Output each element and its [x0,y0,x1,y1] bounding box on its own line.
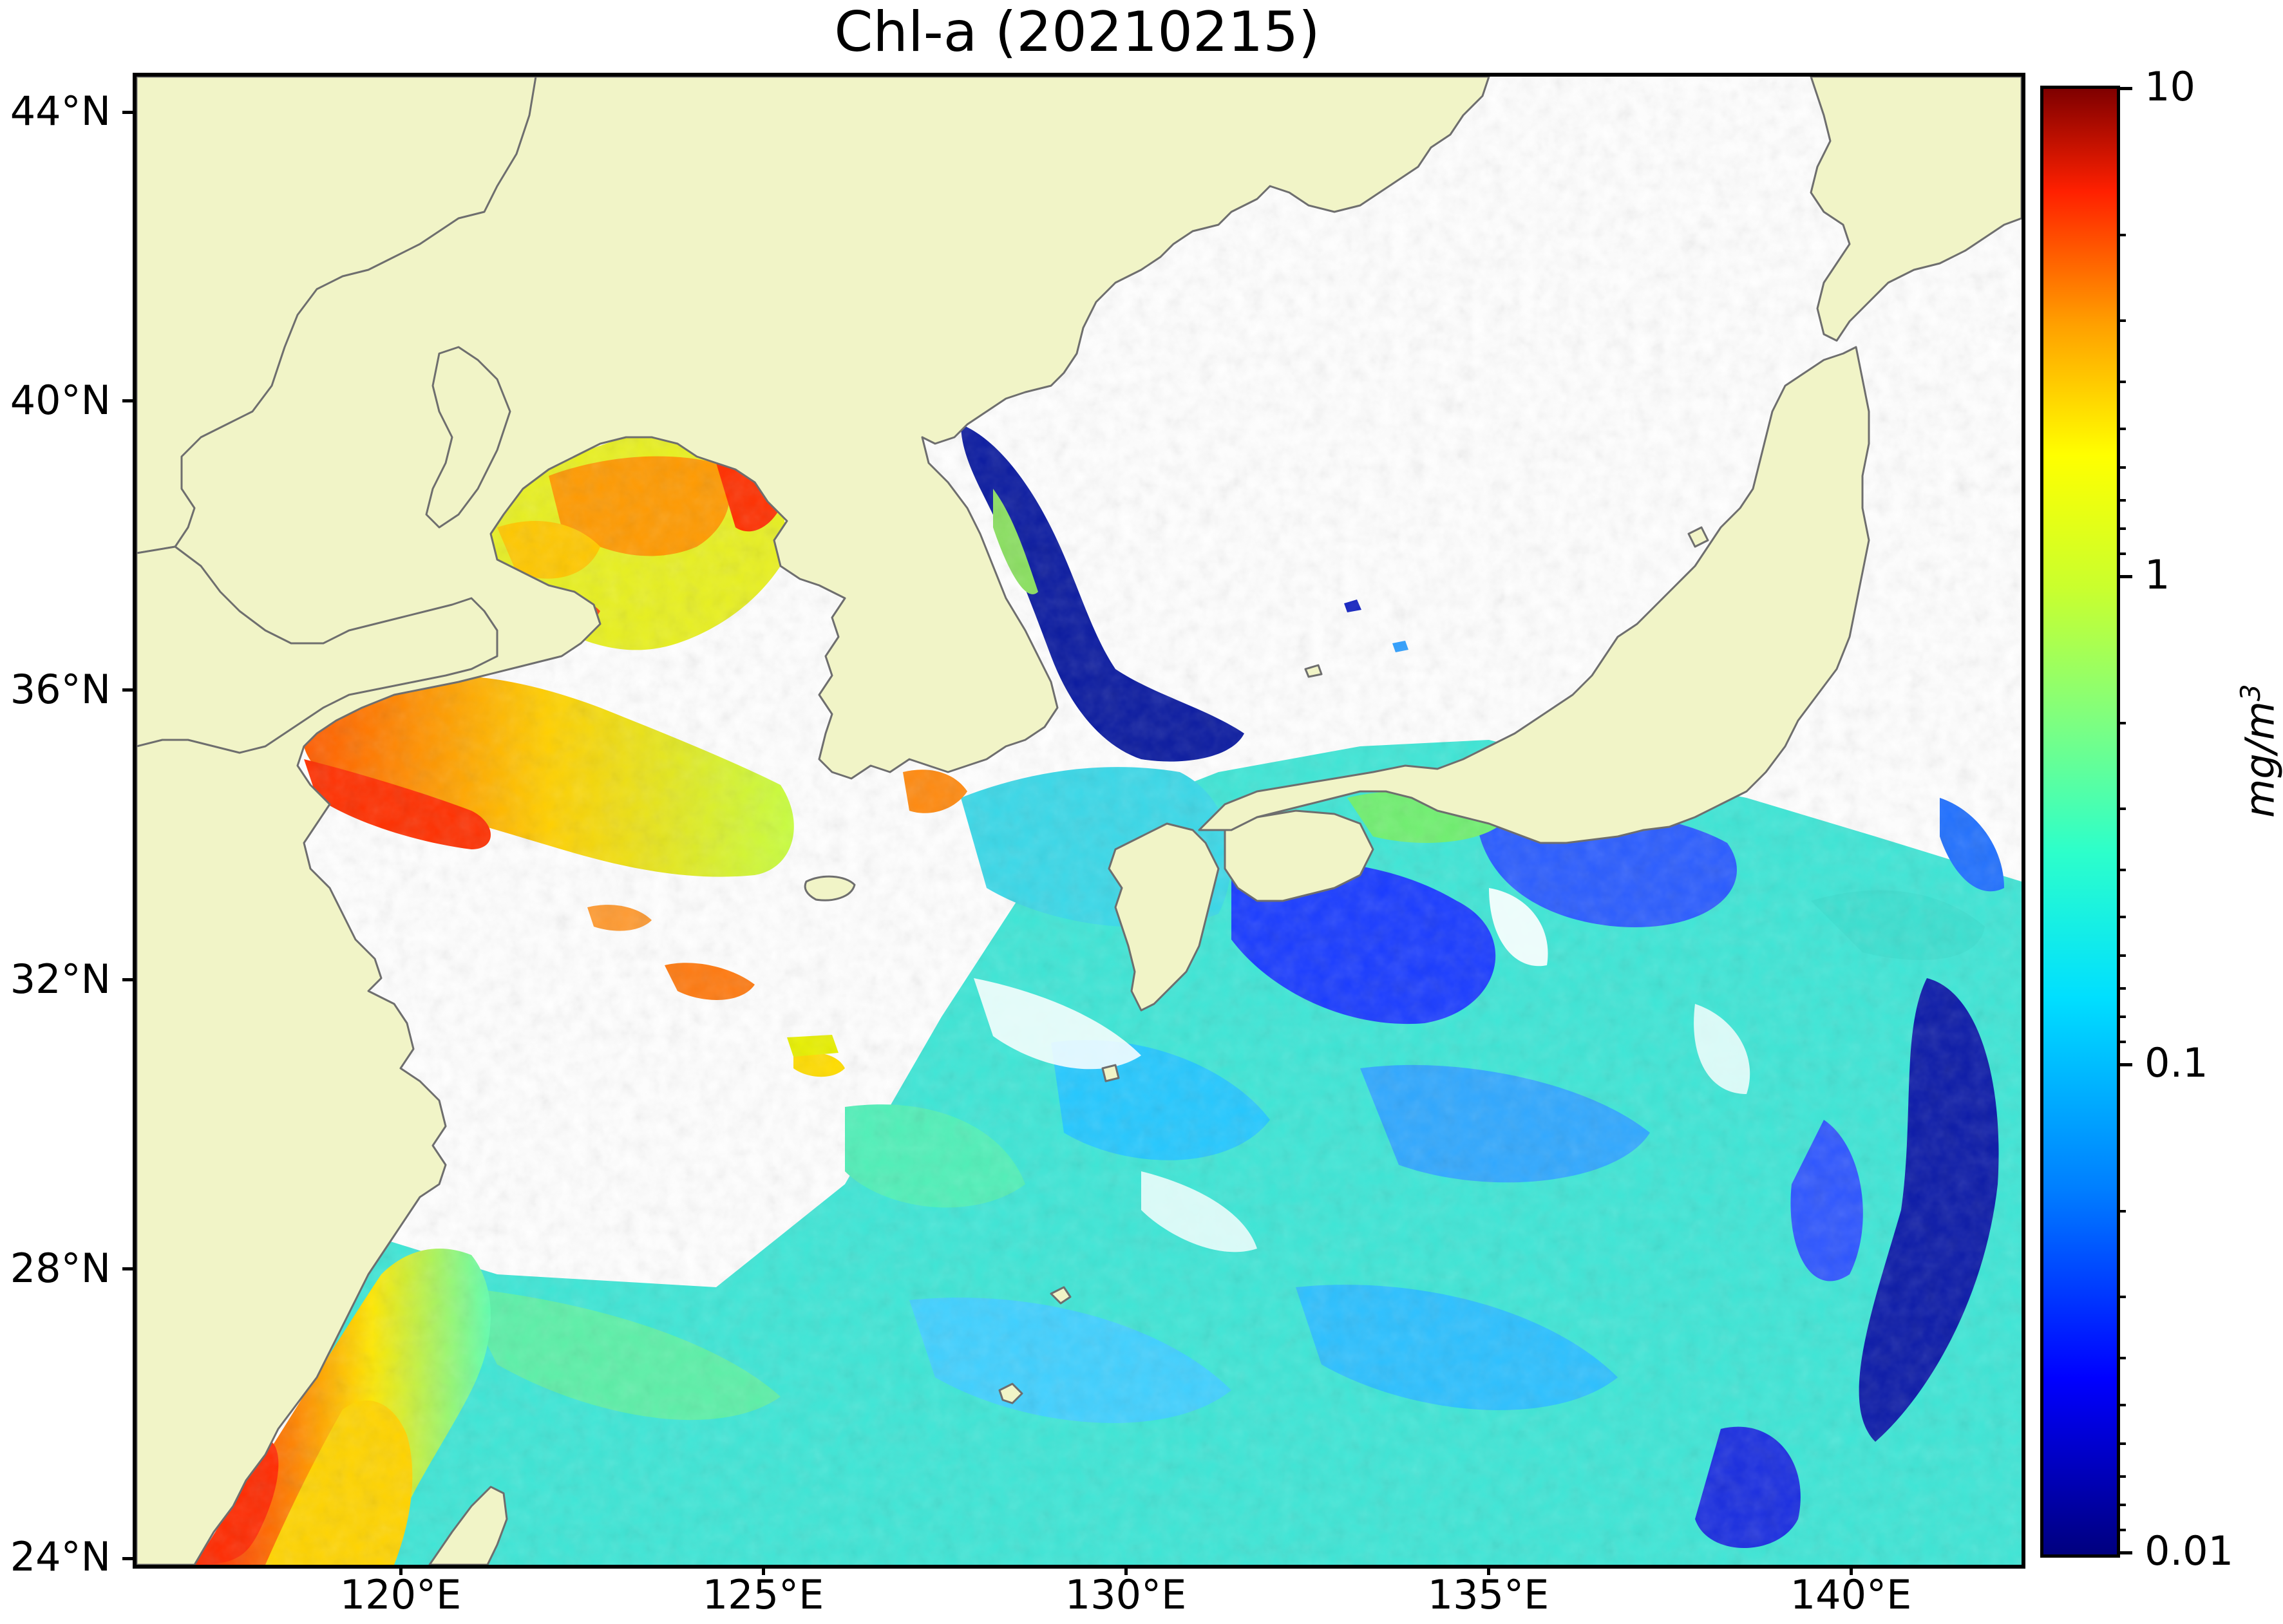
map-canvas [137,77,2022,1565]
lat-tick [122,1557,133,1560]
lat-label-44n: 44°N [10,88,111,135]
land-honshu [1198,346,1870,844]
lon-label-135e: 135°E [1427,1571,1549,1618]
colorbar-unit: mg/m3 [2235,684,2283,818]
cloud-gap [974,978,1141,1070]
colorbar-minor-tick [2117,1041,2126,1043]
lat-tick [122,688,133,692]
land-yakushima [1101,1064,1120,1082]
cloud-gap [1489,888,1548,967]
land-okinawa [998,1383,1023,1404]
colorbar-minor-tick [2117,1529,2126,1531]
lon-tick [1487,1565,1490,1575]
lon-tick [1124,1565,1128,1575]
lat-label-32n: 32°N [10,956,111,1003]
colorbar-label-1: 1 [2145,551,2170,598]
lat-tick [122,399,133,402]
lat-tick [122,111,133,114]
colorbar-minor-tick [2117,1296,2126,1298]
colorbar-minor-tick [2117,807,2126,810]
colorbar-unit-exponent: 3 [2235,684,2266,701]
lon-tick [762,1565,765,1575]
colorbar [2040,86,2120,1558]
colorbar-minor-tick [2117,987,2126,990]
lat-tick [122,1267,133,1270]
colorbar-minor-tick [2117,428,2126,430]
colorbar-tick [2117,575,2132,578]
land [137,77,2022,1565]
cloud-gap [1141,1171,1257,1252]
land-hokkaido [1810,77,2022,342]
lat-label-36n: 36°N [10,666,111,713]
colorbar-minor-tick [2117,466,2126,469]
colorbar-minor-tick [2117,552,2126,555]
lon-tick [399,1565,403,1575]
colorbar-minor-tick [2117,319,2126,322]
colorbar-minor-tick [2117,381,2126,383]
colorbar-minor-tick [2117,722,2126,724]
colorbar-label-0-1: 0.1 [2145,1039,2208,1086]
colorbar-minor-tick [2117,1357,2126,1359]
colorbar-minor-tick [2117,1015,2126,1018]
lat-tick [122,978,133,981]
colorbar-minor-tick [2117,1404,2126,1406]
lat-label-28n: 28°N [10,1245,111,1292]
colorbar-minor-tick [2117,1504,2126,1506]
lon-label-125e: 125°E [702,1571,824,1618]
land-taiwan [428,1486,508,1565]
colorbar-tick [2117,1551,2132,1554]
colorbar-minor-tick [2117,1210,2126,1213]
colorbar-minor-tick [2117,527,2126,530]
land-shandong [137,545,498,754]
lat-label-24n: 24°N [10,1533,111,1580]
colorbar-label-10: 10 [2145,63,2195,110]
colorbar-minor-tick [2117,869,2126,871]
colorbar-tick [2117,1063,2132,1066]
cloud-gap [1694,1004,1750,1094]
land-amami [1050,1286,1072,1305]
lon-tick [1850,1565,1853,1575]
land-bohai-shore [137,77,537,554]
colorbar-minor-tick [2117,1442,2126,1445]
land-shikoku [1224,809,1374,902]
colorbar-minor-tick [2117,916,2126,918]
map-title: Chl-a (20210215) [834,0,1320,64]
colorbar-tick [2117,87,2132,90]
land-oki [1304,664,1323,678]
colorbar-minor-tick [2117,954,2126,957]
lon-label-120e: 120°E [339,1571,462,1618]
land-liaodong [425,346,511,529]
land-kyushu [1108,822,1220,1012]
colorbar-label-0-01: 0.01 [2145,1527,2234,1574]
colorbar-unit-base: mg/m [2236,701,2283,818]
chlorophyll-map [133,73,2025,1569]
colorbar-minor-tick [2117,499,2126,502]
land-jeju [804,875,856,902]
lon-label-140e: 140°E [1790,1571,1912,1618]
lon-label-130e: 130°E [1065,1571,1187,1618]
colorbar-minor-tick [2117,1475,2126,1478]
lat-label-40n: 40°N [10,377,111,424]
colorbar-minor-tick [2117,234,2126,236]
land-sado [1687,526,1709,548]
